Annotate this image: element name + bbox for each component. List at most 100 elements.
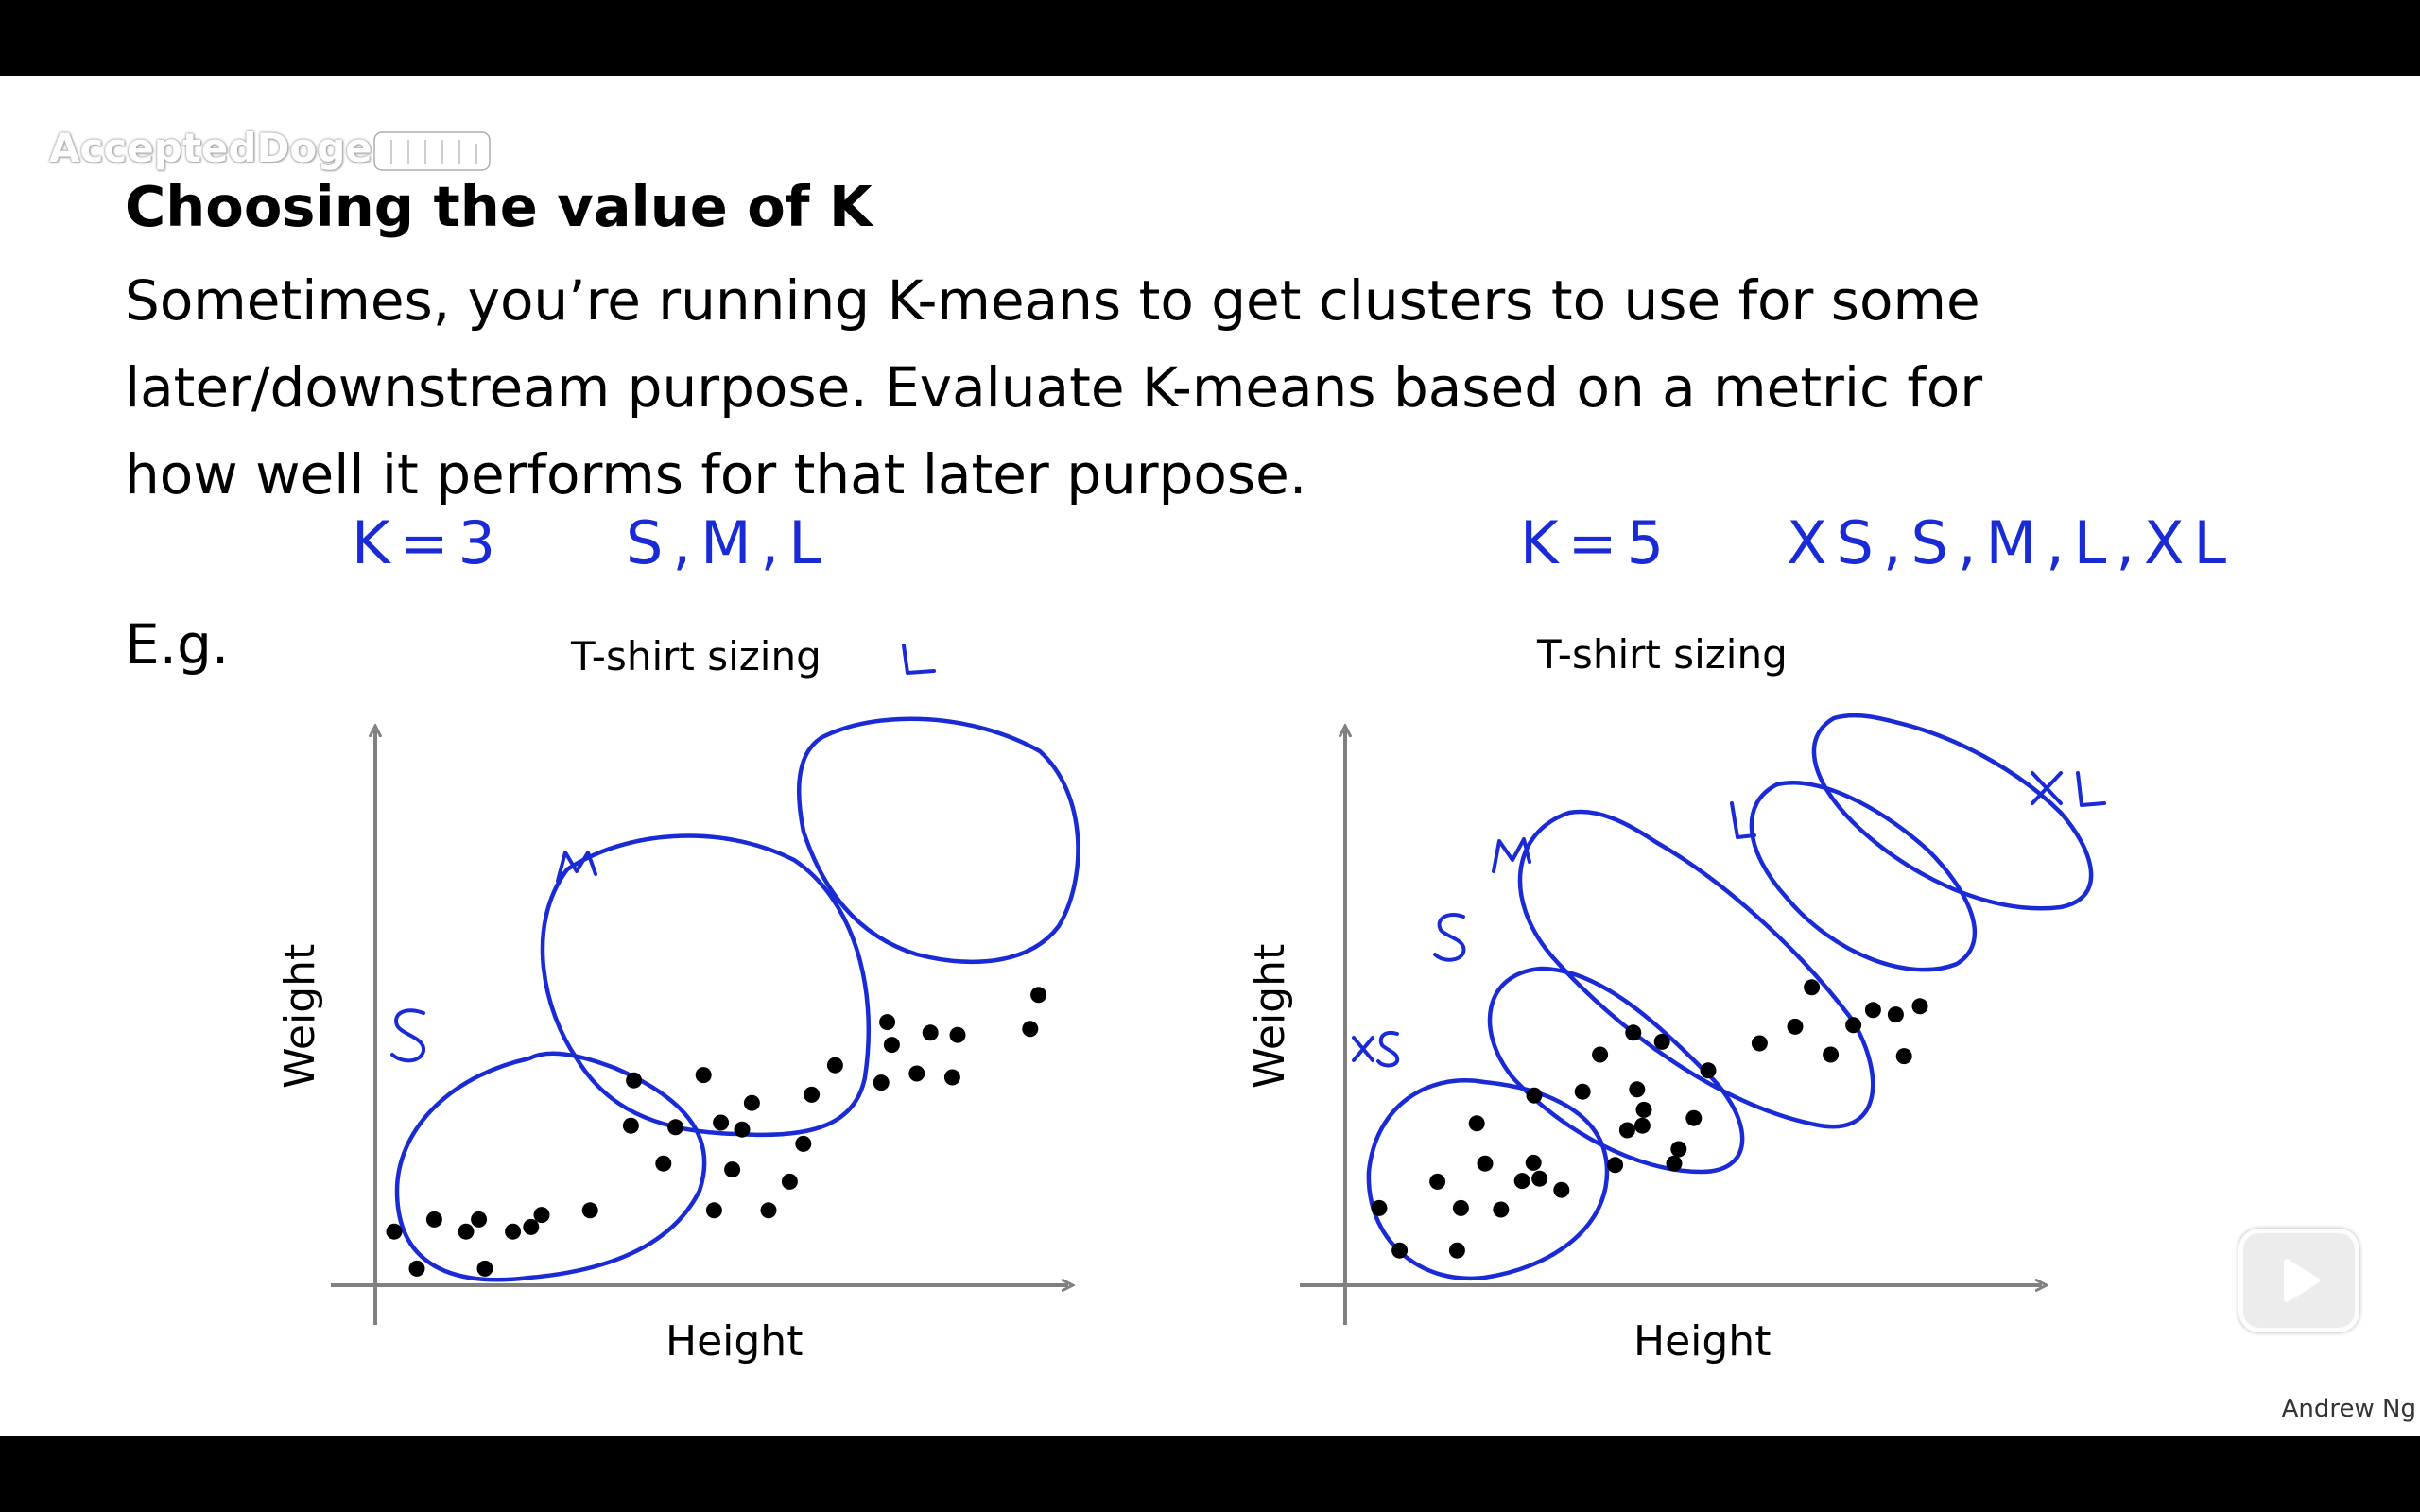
chart-2-point-30 [1787, 1018, 1804, 1035]
chart-2-point-7 [1531, 1170, 1548, 1187]
chart-2-point-2 [1448, 1242, 1465, 1259]
cluster-xs-outline [1366, 1078, 1610, 1281]
chart-2-points [1371, 979, 1928, 1259]
chart-1-point-14 [724, 1161, 741, 1178]
chart-1-title: T-shirt sizing [571, 633, 821, 679]
chart-2-point-10 [1477, 1155, 1494, 1172]
letter-l-left [902, 644, 936, 675]
chart-2-point-12 [1607, 1157, 1624, 1174]
cluster-l-right-outline [1749, 781, 1978, 972]
chart-2-point-15 [1634, 1117, 1651, 1134]
author-credit: Andrew Ng [2281, 1395, 2416, 1423]
cluster-l-outline [797, 716, 1080, 964]
chart-1-point-24 [695, 1067, 712, 1084]
chart-2-xlabel: Height [1634, 1317, 1772, 1366]
chart-1-point-29 [883, 1037, 900, 1054]
annotation-right-k: K=5 [1520, 508, 1674, 577]
chart-2-point-34 [1911, 998, 1928, 1015]
chart-2-point-26 [1625, 1024, 1642, 1041]
chart-2-point-13 [1666, 1155, 1683, 1172]
chart-1-point-7 [425, 1211, 442, 1228]
letter-m-right [1492, 837, 1531, 873]
slide-body: Sometimes, you’re running K-means to get… [125, 257, 2299, 518]
chart-1-point-8 [533, 1207, 550, 1224]
chart-2-point-8 [1553, 1181, 1570, 1198]
chart-1-point-9 [523, 1218, 540, 1235]
chart-1-point-4 [458, 1223, 475, 1240]
annotation-right-sizes: XS,S,M,L,XL [1787, 508, 2237, 577]
chart-2-title: T-shirt sizing [1537, 631, 1788, 678]
body-line-3: how well it performs for that later purp… [125, 442, 1307, 507]
chart-1-point-3 [386, 1223, 403, 1240]
chart-2-point-33 [1864, 1002, 1881, 1019]
chart-1-point-26 [873, 1074, 890, 1091]
letter-l-right [1730, 801, 1756, 839]
cluster-m-right-outline [1517, 809, 1876, 1129]
chart-2-point-19 [1685, 1109, 1703, 1126]
chart-1-point-2 [476, 1260, 493, 1277]
letter-m-left [556, 850, 597, 883]
watermark: AcceptedDoge [49, 125, 372, 171]
chart-2-point-21 [1574, 1083, 1591, 1100]
chart-2-point-27 [1751, 1035, 1768, 1052]
chart-2-point-1 [1392, 1242, 1409, 1259]
chart-2-point-9 [1513, 1173, 1530, 1190]
chart-1-point-30 [949, 1026, 966, 1043]
play-icon [2284, 1259, 2320, 1302]
chart-2-point-4 [1452, 1199, 1469, 1216]
chart-2-point-29 [1895, 1048, 1912, 1065]
chart-1-point-25 [826, 1057, 843, 1074]
chart-2-point-6 [1429, 1173, 1446, 1190]
chart-2-point-11 [1525, 1154, 1542, 1171]
chart-2-point-35 [1804, 979, 1821, 996]
chart-2-point-20 [1526, 1087, 1543, 1104]
chart-1-xlabel: Height [666, 1317, 804, 1366]
slide-title: Choosing the value of K [125, 174, 873, 239]
chart-1-point-34 [1030, 987, 1047, 1004]
letter-xs-right [1352, 1031, 1400, 1068]
bilibili-logo [372, 129, 493, 173]
chart-1-point-13 [781, 1173, 798, 1190]
chart-1-point-15 [655, 1155, 672, 1172]
chart-2-point-28 [1823, 1046, 1840, 1063]
cluster-s-right-outline [1487, 966, 1745, 1175]
chart-2-point-31 [1845, 1017, 1862, 1034]
chart-2-point-18 [1635, 1101, 1652, 1118]
letter-s-left [390, 1008, 425, 1063]
example-label: E.g. [125, 612, 230, 677]
bottom-letterbox [0, 1436, 2420, 1512]
chart-1-points [386, 987, 1047, 1277]
chart-1-point-17 [734, 1121, 751, 1138]
chart-1-point-20 [713, 1114, 730, 1131]
chart-1-point-18 [622, 1117, 639, 1134]
chart-1-point-1 [408, 1260, 425, 1277]
annotation-left-k: K=3 [352, 508, 506, 577]
body-line-1: Sometimes, you’re running K-means to get… [125, 268, 1980, 333]
letter-s-right [1433, 912, 1466, 962]
chart-1-point-27 [908, 1065, 925, 1082]
chart-1-point-23 [626, 1072, 643, 1089]
chart-1-point-19 [667, 1119, 684, 1136]
annotation-left-sizes: S,M,L [626, 508, 831, 577]
chart-1-point-5 [505, 1223, 522, 1240]
chart-1-point-32 [879, 1014, 896, 1031]
chart-1-point-16 [795, 1135, 812, 1152]
chart-1-point-22 [743, 1094, 760, 1111]
chart-1-point-31 [922, 1024, 939, 1041]
chart-2-point-17 [1618, 1122, 1635, 1139]
letter-xl-right [2031, 771, 2106, 807]
body-line-2: later/downstream purpose. Evaluate K-mea… [125, 355, 1983, 420]
chart-1-point-11 [705, 1202, 722, 1219]
cluster-plots [331, 644, 2106, 1325]
cluster-xl-outline [1811, 713, 2094, 911]
chart-2-point-3 [1371, 1199, 1388, 1216]
cluster-s-outline [394, 1051, 707, 1282]
chart-2-point-23 [1700, 1062, 1717, 1079]
top-letterbox [0, 0, 2420, 76]
chart-1-point-33 [1022, 1021, 1039, 1038]
play-button[interactable] [2238, 1228, 2360, 1332]
chart-2-point-32 [1887, 1006, 1904, 1023]
chart-1-point-10 [581, 1202, 598, 1219]
chart-2-point-14 [1468, 1115, 1485, 1132]
chart-1-point-6 [471, 1211, 488, 1228]
